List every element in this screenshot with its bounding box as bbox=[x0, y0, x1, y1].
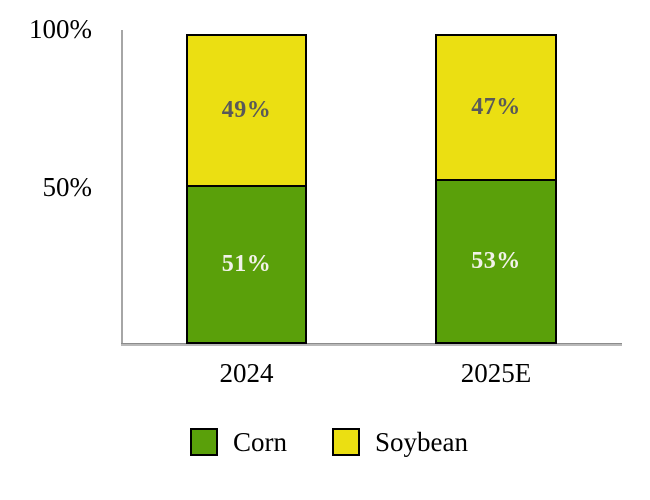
bar-2025e-corn-segment: 53% bbox=[435, 180, 557, 344]
bar-2024-soybean-segment: 49% bbox=[186, 34, 307, 187]
y-axis-tick-50: 50% bbox=[42, 172, 93, 202]
corn-legend-label: Corn bbox=[233, 427, 287, 457]
x-axis-label-2025e: 2025E bbox=[460, 358, 532, 388]
corn-2024-value-label: 51% bbox=[221, 250, 272, 277]
bar-2024-corn-segment: 51% bbox=[186, 186, 307, 344]
legend-item-corn: Corn bbox=[190, 427, 287, 457]
corn-2025e-value-label: 53% bbox=[471, 247, 521, 274]
bar-2024: 49% 51% bbox=[186, 34, 307, 344]
legend-item-soybean: Soybean bbox=[332, 427, 468, 457]
soybean-2025e-value-label: 47% bbox=[471, 93, 521, 120]
x-axis-label-2024: 2024 bbox=[219, 358, 274, 388]
soybean-legend-label: Soybean bbox=[375, 427, 468, 457]
soybean-2024-value-label: 49% bbox=[221, 96, 272, 123]
bar-2025e: 47% 53% bbox=[435, 34, 557, 344]
bar-2025e-soybean-segment: 47% bbox=[435, 34, 557, 181]
corn-legend-swatch bbox=[190, 428, 218, 456]
y-axis-tick-100: 100% bbox=[29, 14, 92, 44]
soybean-legend-swatch bbox=[332, 428, 360, 456]
x-axis-line bbox=[121, 343, 622, 346]
y-axis-line bbox=[121, 30, 123, 346]
